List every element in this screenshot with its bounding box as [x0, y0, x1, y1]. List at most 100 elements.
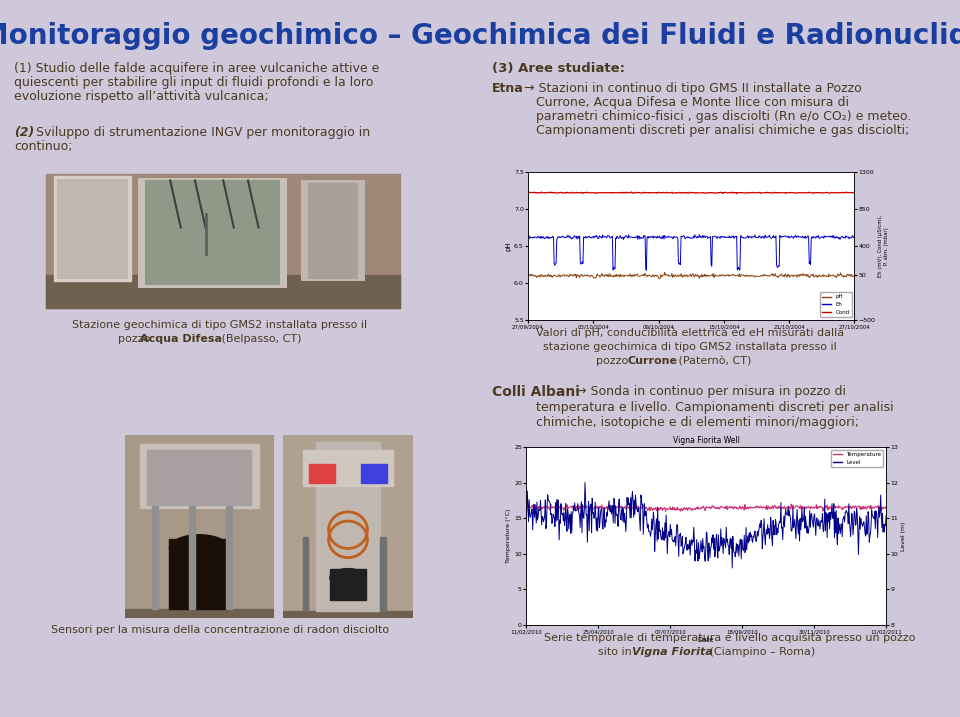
Bar [140, 444, 259, 508]
Bar [146, 181, 279, 285]
Bar [316, 442, 380, 611]
Level [733, 542, 745, 551]
Level [727, 564, 738, 572]
Cond [522, 188, 534, 196]
Temperature [613, 503, 625, 511]
Temperature [793, 503, 804, 511]
pH [849, 272, 860, 281]
Cond [678, 189, 689, 197]
Bar [147, 450, 252, 505]
Text: Vigna Fiorita: Vigna Fiorita [632, 647, 713, 657]
Text: chimiche, isotopiche e di elementi minori/maggiori;: chimiche, isotopiche e di elementi minor… [536, 416, 859, 429]
X-axis label: Date: Date [698, 637, 714, 643]
Text: parametri chimico-fisici , gas disciolti (Rn e/o CO₂) e meteo.: parametri chimico-fisici , gas disciolti… [536, 110, 911, 123]
Bar [138, 178, 287, 288]
Text: Acqua Difesa: Acqua Difesa [140, 334, 222, 344]
Text: → Sonda in continuo per misura in pozzo di: → Sonda in continuo per misura in pozzo … [576, 385, 846, 398]
Temperature [684, 503, 696, 512]
Bar [283, 611, 413, 618]
Bar [309, 465, 335, 483]
Bar [46, 275, 400, 308]
Temperature [585, 505, 596, 513]
Bar [330, 569, 366, 599]
Eh [718, 233, 730, 242]
Text: Serie temporale di temperatura e livello acquisita presso un pozzo: Serie temporale di temperatura e livello… [544, 633, 916, 643]
Level [613, 495, 625, 503]
Text: Sensori per la misura della concentrazione di radon disciolto: Sensori per la misura della concentrazio… [51, 625, 389, 635]
Bar [57, 179, 128, 279]
Y-axis label: Eh (mV), Cond (μS/cm),
P. atm. (mbar): Eh (mV), Cond (μS/cm), P. atm. (mbar) [878, 215, 889, 277]
Cond [849, 189, 860, 197]
pH [522, 271, 534, 280]
Level [762, 521, 774, 529]
Line: Level: Level [526, 483, 886, 568]
pH [700, 270, 711, 279]
Line: pH: pH [528, 272, 854, 279]
Text: evoluzione rispetto all’attività vulcanica;: evoluzione rispetto all’attività vulcani… [14, 90, 269, 103]
Text: sito in: sito in [598, 647, 636, 657]
pH [681, 271, 692, 280]
Ellipse shape [330, 569, 366, 587]
Temperature [660, 507, 671, 516]
Bar [189, 506, 195, 609]
pH [679, 270, 690, 279]
Text: → Stazioni in continuo di tipo GMS II installate a Pozzo: → Stazioni in continuo di tipo GMS II in… [524, 82, 862, 95]
Text: pozzo: pozzo [118, 334, 154, 344]
Text: Valori di pH, conducibilità elettrica ed eH misurati dalla: Valori di pH, conducibilità elettrica ed… [536, 328, 844, 338]
Text: Colli Albani: Colli Albani [492, 385, 580, 399]
Cond [680, 189, 691, 197]
Text: (Belpasso, CT): (Belpasso, CT) [218, 334, 301, 344]
Eh [678, 232, 689, 240]
Cond [791, 189, 803, 197]
Text: (Paternò, CT): (Paternò, CT) [675, 356, 752, 366]
Eh [640, 266, 652, 275]
Temperature [545, 500, 557, 508]
Text: quiescenti per stabilire gli input di fluidi profondi e la loro: quiescenti per stabilire gli input di fl… [14, 76, 373, 89]
Eh [700, 232, 711, 241]
pH [842, 270, 853, 279]
Temperature [762, 505, 774, 514]
Text: pozzo: pozzo [596, 356, 632, 366]
Text: continuo;: continuo; [14, 140, 73, 153]
Cond [626, 188, 637, 196]
Bar [169, 539, 229, 609]
Eh [689, 230, 701, 239]
Line: Cond: Cond [528, 192, 854, 194]
Level [520, 514, 532, 523]
Level [579, 478, 590, 487]
Y-axis label: Temperature (°C): Temperature (°C) [506, 509, 512, 563]
pH [791, 272, 803, 281]
Line: Eh: Eh [528, 234, 854, 270]
Text: Stazione geochimica di tipo GMS2 installata presso il: Stazione geochimica di tipo GMS2 install… [72, 320, 368, 330]
pH [659, 268, 670, 277]
Legend: Temperature, Level: Temperature, Level [831, 450, 883, 467]
Text: Sviluppo di strumentazione INGV per monitoraggio in: Sviluppo di strumentazione INGV per moni… [36, 126, 371, 139]
Temperature [880, 504, 892, 513]
Y-axis label: pH: pH [505, 241, 511, 251]
Legend: pH, Eh, Cond: pH, Eh, Cond [820, 293, 852, 317]
Text: Campionamenti discreti per analisi chimiche e gas disciolti;: Campionamenti discreti per analisi chimi… [536, 124, 909, 137]
Temperature [733, 502, 745, 511]
Line: Temperature: Temperature [526, 504, 886, 511]
pH [653, 275, 664, 283]
Text: (2): (2) [14, 126, 35, 139]
Bar [125, 609, 274, 618]
Cond [717, 189, 729, 197]
Eh [849, 232, 860, 241]
Eh [522, 232, 534, 241]
Bar [302, 450, 394, 486]
Bar [302, 538, 308, 611]
Eh [791, 232, 803, 241]
Ellipse shape [169, 535, 229, 562]
Level [793, 530, 804, 538]
Level [585, 503, 596, 511]
Eh [842, 233, 853, 242]
Level [684, 536, 695, 545]
Text: Etna: Etna [492, 82, 524, 95]
Eh [680, 234, 691, 242]
Title: Vigna Fiorita Well: Vigna Fiorita Well [673, 436, 739, 445]
Bar [152, 506, 157, 609]
Bar [308, 183, 357, 279]
pH [718, 271, 730, 280]
Text: temperatura e livello. Campionamenti discreti per analisi: temperatura e livello. Campionamenti dis… [536, 401, 894, 414]
